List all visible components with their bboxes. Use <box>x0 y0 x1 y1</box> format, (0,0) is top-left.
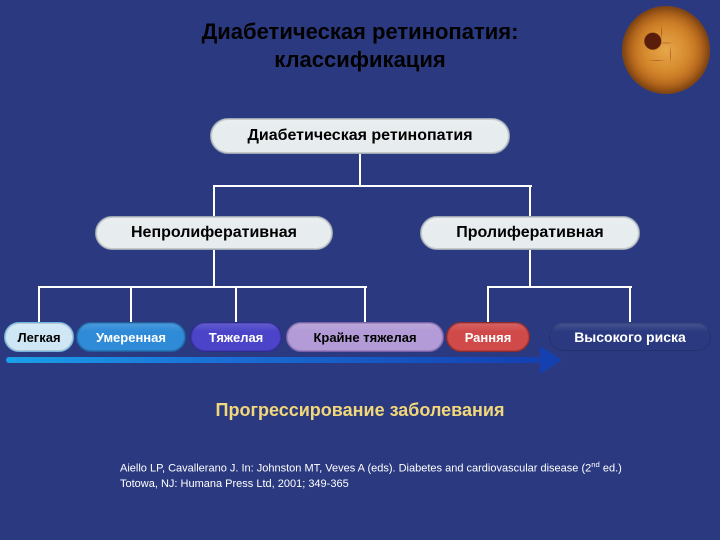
node-leaf-2: Тяжелая <box>190 322 282 352</box>
node-leaf-3: Крайне тяжелая <box>286 322 444 352</box>
citation: Aiello LP, Cavallerano J. In: Johnston M… <box>120 460 680 491</box>
progress-label: Прогрессирование заболевания <box>0 400 720 421</box>
node-level2-1: Пролиферативная <box>420 216 640 250</box>
connector-segment <box>39 286 367 288</box>
connector-segment <box>359 154 361 185</box>
connector-segment <box>213 250 215 286</box>
title-line-1: Диабетическая ретинопатия: <box>0 18 720 46</box>
connector-segment <box>629 286 631 322</box>
progress-arrow-head-icon <box>540 346 562 374</box>
connector-segment <box>213 185 215 216</box>
connector-segment <box>38 286 40 322</box>
citation-sup: nd <box>591 460 600 469</box>
connector-segment <box>529 250 531 286</box>
node-level2-0: Непролиферативная <box>95 216 333 250</box>
connector-segment <box>364 286 366 322</box>
node-leaf-0: Легкая <box>4 322 74 352</box>
node-leaf-1: Умеренная <box>76 322 186 352</box>
connector-segment <box>488 286 632 288</box>
citation-line2: Totowa, NJ: Humana Press Ltd, 2001; 349-… <box>120 478 349 490</box>
slide: Диабетическая ретинопатия: классификация… <box>0 0 720 540</box>
node-leaf-5: Высокого риска <box>548 322 712 352</box>
connector-segment <box>529 185 531 216</box>
connector-segment <box>235 286 237 322</box>
node-root: Диабетическая ретинопатия <box>210 118 510 154</box>
connector-segment <box>214 185 532 187</box>
slide-title: Диабетическая ретинопатия: классификация <box>0 18 720 73</box>
connector-segment <box>487 286 489 322</box>
citation-line1-pre: Aiello LP, Cavallerano J. In: Johnston M… <box>120 463 591 475</box>
title-line-2: классификация <box>0 46 720 74</box>
progress-arrow-shaft <box>6 357 540 363</box>
node-leaf-4: Ранняя <box>446 322 530 352</box>
citation-line1-post: ed.) <box>600 463 622 475</box>
connector-segment <box>130 286 132 322</box>
